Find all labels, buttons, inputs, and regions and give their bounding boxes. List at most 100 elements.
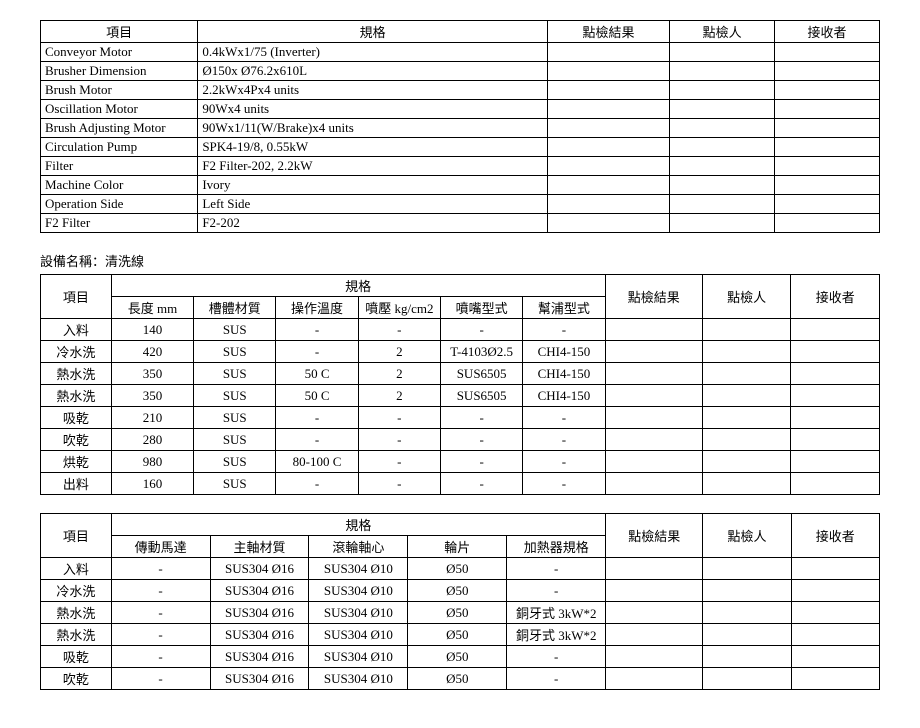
subheader-cell: 主軸材質: [210, 536, 309, 558]
table-cell: [791, 668, 879, 690]
header-cell: 點檢結果: [547, 21, 669, 43]
table-row: Circulation PumpSPK4-19/8, 0.55kW: [41, 138, 880, 157]
table-cell: [605, 341, 702, 363]
table-row: Machine ColorIvory: [41, 176, 880, 195]
table-cell: -: [358, 429, 440, 451]
subheader-cell: 操作溫度: [276, 297, 358, 319]
table-cell: 90Wx1/11(W/Brake)x4 units: [198, 119, 548, 138]
table-cell: CHI4-150: [523, 341, 605, 363]
header-cell: 規格: [111, 514, 606, 536]
table-cell: Brusher Dimension: [41, 62, 198, 81]
table-cell: 0.4kWx1/75 (Inverter): [198, 43, 548, 62]
table-cell: [605, 451, 702, 473]
header-cell: 規格: [198, 21, 548, 43]
table-cell: [670, 176, 775, 195]
table-cell: 160: [111, 473, 193, 495]
table-cell: 420: [111, 341, 193, 363]
table-cell: 980: [111, 451, 193, 473]
table-cell: SUS304 Ø10: [309, 668, 408, 690]
table-cell: [791, 451, 880, 473]
table-cell: 350: [111, 363, 193, 385]
table-cell: SUS: [194, 473, 276, 495]
table-cell: Ø50: [408, 580, 507, 602]
table-header-row: 項目 規格 點檢結果 點檢人 接收者: [41, 275, 880, 297]
table-cell: [791, 580, 879, 602]
header-cell: 點檢結果: [606, 514, 703, 558]
table-cell: SUS304 Ø16: [210, 558, 309, 580]
table-cell: [775, 81, 880, 100]
table-cell: 烘乾: [41, 451, 112, 473]
table-cell: 350: [111, 385, 193, 407]
table-cell: [775, 138, 880, 157]
table-cell: SUS304 Ø10: [309, 558, 408, 580]
table-cell: Ø50: [408, 668, 507, 690]
table-row: 吸乾210SUS----: [41, 407, 880, 429]
table-cell: 銅牙式 3kW*2: [507, 624, 606, 646]
header-cell: 接收者: [791, 514, 879, 558]
table-cell: [606, 558, 703, 580]
table-cell: 吹乾: [41, 429, 112, 451]
table-cell: [670, 81, 775, 100]
table-row: 出料160SUS----: [41, 473, 880, 495]
table-cell: SUS: [194, 319, 276, 341]
table-cell: 50 C: [276, 385, 358, 407]
table-cell: [703, 668, 791, 690]
table-cell: [702, 407, 791, 429]
table-cell: [606, 668, 703, 690]
table-row: F2 FilterF2-202: [41, 214, 880, 233]
table-row: 冷水洗-SUS304 Ø16SUS304 Ø10Ø50-: [41, 580, 880, 602]
header-cell: 項目: [41, 21, 198, 43]
table-cell: SUS: [194, 451, 276, 473]
table-cell: T-4103Ø2.5: [440, 341, 522, 363]
table-cell: [703, 602, 791, 624]
header-cell: 點檢人: [670, 21, 775, 43]
table-cell: 80-100 C: [276, 451, 358, 473]
table-row: 吹乾-SUS304 Ø16SUS304 Ø10Ø50-: [41, 668, 880, 690]
table-row: 熱水洗-SUS304 Ø16SUS304 Ø10Ø50銅牙式 3kW*2: [41, 624, 880, 646]
table-cell: [670, 195, 775, 214]
table-cell: [547, 176, 669, 195]
table-cell: SUS: [194, 429, 276, 451]
header-cell: 點檢結果: [605, 275, 702, 319]
table-cell: [791, 319, 880, 341]
table-cell: [775, 214, 880, 233]
table-cell: [670, 119, 775, 138]
table-cell: [775, 176, 880, 195]
table-cell: 入料: [41, 558, 112, 580]
table-cell: Ivory: [198, 176, 548, 195]
table-row: 熱水洗-SUS304 Ø16SUS304 Ø10Ø50銅牙式 3kW*2: [41, 602, 880, 624]
table-cell: -: [507, 646, 606, 668]
table-cell: Left Side: [198, 195, 548, 214]
subheader-cell: 幫浦型式: [523, 297, 605, 319]
table-cell: F2 Filter-202, 2.2kW: [198, 157, 548, 176]
table-cell: Circulation Pump: [41, 138, 198, 157]
table-cell: [547, 157, 669, 176]
table-cell: SUS304 Ø16: [210, 580, 309, 602]
subheader-cell: 噴壓 kg/cm2: [358, 297, 440, 319]
table-row: 熱水洗350SUS50 C2SUS6505CHI4-150: [41, 385, 880, 407]
table-cell: 吸乾: [41, 407, 112, 429]
table-cell: Brush Adjusting Motor: [41, 119, 198, 138]
table-cell: [791, 341, 880, 363]
table-cell: [791, 429, 880, 451]
table-row: 熱水洗350SUS50 C2SUS6505CHI4-150: [41, 363, 880, 385]
table-cell: -: [111, 580, 210, 602]
table-cell: -: [507, 668, 606, 690]
table-cell: -: [523, 319, 605, 341]
table-cell: -: [440, 473, 522, 495]
table-row: 吹乾280SUS----: [41, 429, 880, 451]
table-cell: [606, 624, 703, 646]
table-cell: -: [276, 341, 358, 363]
table-cell: 2: [358, 363, 440, 385]
header-cell: 接收者: [775, 21, 880, 43]
table-cell: [703, 624, 791, 646]
subheader-cell: 滾輪軸心: [309, 536, 408, 558]
table-cell: [670, 62, 775, 81]
table-cell: [670, 214, 775, 233]
table-cell: -: [523, 407, 605, 429]
table-cell: 入料: [41, 319, 112, 341]
table-cell: [547, 43, 669, 62]
table-cell: SUS304 Ø16: [210, 602, 309, 624]
table-cell: CHI4-150: [523, 385, 605, 407]
table-cell: SUS304 Ø16: [210, 668, 309, 690]
